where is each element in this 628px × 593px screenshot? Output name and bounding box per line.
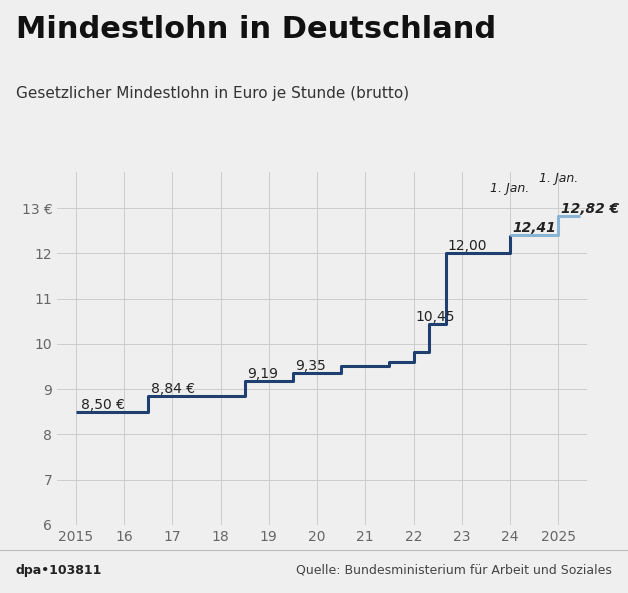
Text: 12,00: 12,00	[447, 240, 487, 253]
Text: 9,35: 9,35	[295, 359, 326, 373]
Text: Quelle: Bundesministerium für Arbeit und Soziales: Quelle: Bundesministerium für Arbeit und…	[296, 564, 612, 577]
Text: 12,41: 12,41	[512, 221, 556, 235]
Text: Mindestlohn in Deutschland: Mindestlohn in Deutschland	[16, 15, 496, 44]
Text: 8,50 €: 8,50 €	[80, 398, 124, 412]
Text: 1. Jan.: 1. Jan.	[539, 171, 578, 184]
Text: dpa•103811: dpa•103811	[16, 564, 102, 577]
Text: 1. Jan.: 1. Jan.	[490, 183, 529, 196]
Text: Gesetzlicher Mindestlohn in Euro je Stunde (brutto): Gesetzlicher Mindestlohn in Euro je Stun…	[16, 86, 409, 101]
Text: 10,45: 10,45	[416, 310, 455, 324]
Text: 12,82 €: 12,82 €	[561, 202, 619, 216]
Text: 9,19: 9,19	[247, 366, 278, 381]
Text: 8,84 €: 8,84 €	[151, 382, 195, 396]
